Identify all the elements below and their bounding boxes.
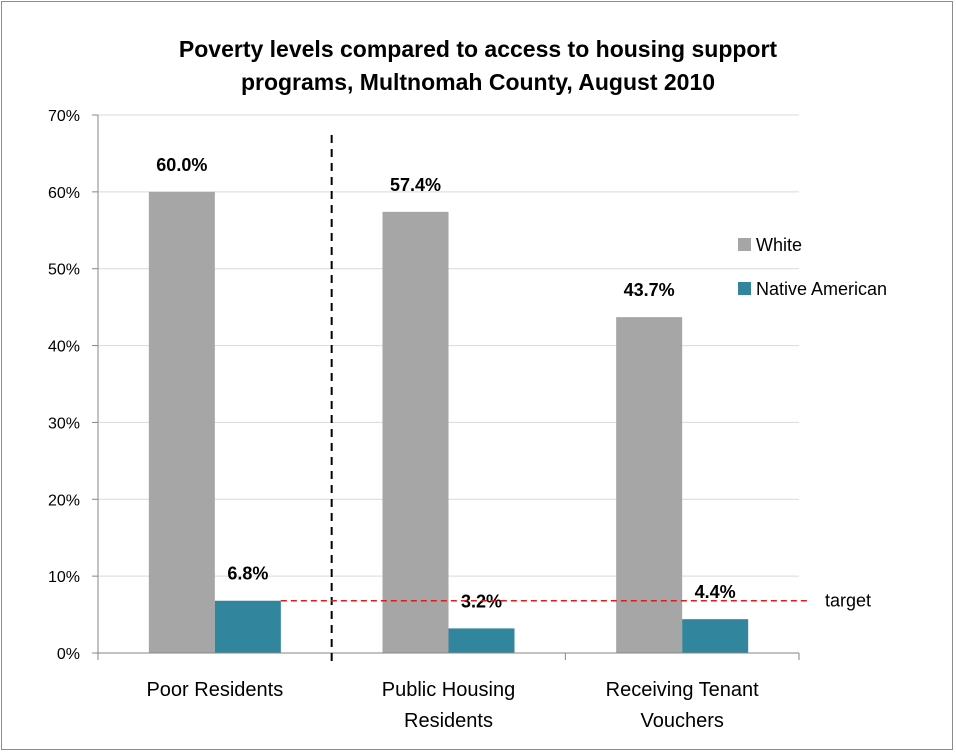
- bar: [148, 191, 215, 653]
- category-label: Vouchers: [640, 710, 723, 732]
- target-label: target: [825, 591, 871, 611]
- legend: White Native American: [738, 235, 887, 299]
- legend-swatch: [738, 282, 751, 295]
- category-label: Poor Residents: [146, 679, 283, 701]
- chart-title-line-2: programs, Multnomah County, August 2010: [241, 69, 715, 95]
- y-axis: 0% 10% 20% 30% 40% 50% 60% 70%: [48, 108, 99, 663]
- y-tick-label: 50%: [48, 262, 80, 279]
- chart-title: Poverty levels compared to access to hou…: [179, 36, 778, 95]
- data-label: 4.4%: [695, 582, 736, 602]
- data-label: 57.4%: [390, 175, 441, 195]
- category-label: Residents: [404, 710, 493, 732]
- legend-entry: White: [756, 235, 802, 255]
- y-tick-label: 40%: [48, 339, 80, 356]
- y-tick-label: 30%: [48, 415, 80, 432]
- bars: [148, 191, 749, 653]
- y-tick-label: 60%: [48, 185, 80, 202]
- bar: [448, 628, 515, 653]
- legend-swatch: [738, 238, 751, 251]
- bar: [616, 317, 683, 653]
- data-label: 60.0%: [156, 155, 207, 175]
- y-tick-label: 0%: [57, 646, 80, 663]
- bar: [682, 619, 749, 653]
- data-label: 43.7%: [624, 280, 675, 300]
- legend-entry: Native American: [756, 279, 887, 299]
- chart-title-line-1: Poverty levels compared to access to hou…: [179, 36, 778, 62]
- y-tick-label: 20%: [48, 492, 80, 509]
- bar: [382, 211, 449, 653]
- y-tick-label: 70%: [48, 108, 80, 125]
- y-tick-label: 10%: [48, 569, 80, 586]
- data-label: 6.8%: [227, 564, 268, 584]
- category-label: Public Housing: [382, 679, 515, 701]
- bar: [214, 600, 281, 653]
- x-axis: Poor Residents Public Housing Residents Rec…: [97, 652, 800, 732]
- category-label: Receiving Tenant: [606, 679, 760, 701]
- annotations: target: [280, 135, 871, 662]
